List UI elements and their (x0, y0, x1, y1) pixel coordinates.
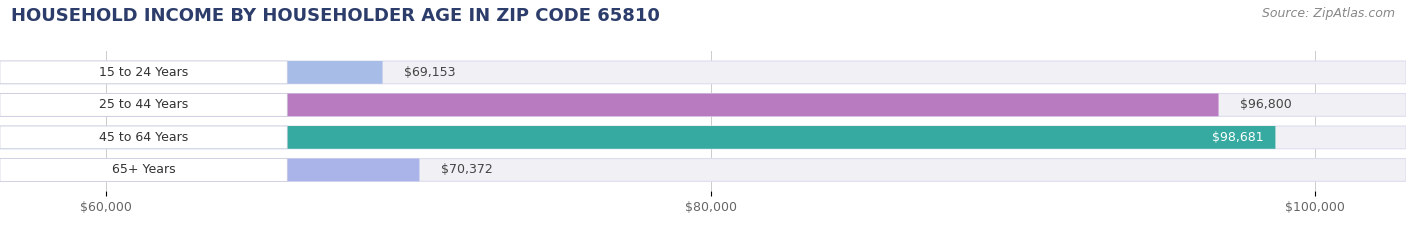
FancyBboxPatch shape (0, 126, 1275, 149)
FancyBboxPatch shape (0, 61, 382, 84)
FancyBboxPatch shape (0, 93, 1219, 116)
Text: $69,153: $69,153 (404, 66, 456, 79)
Text: $96,800: $96,800 (1240, 98, 1292, 111)
FancyBboxPatch shape (0, 93, 287, 116)
FancyBboxPatch shape (0, 93, 1406, 116)
FancyBboxPatch shape (0, 158, 287, 181)
Text: Source: ZipAtlas.com: Source: ZipAtlas.com (1261, 7, 1395, 20)
FancyBboxPatch shape (0, 126, 1406, 149)
Text: 25 to 44 Years: 25 to 44 Years (98, 98, 188, 111)
FancyBboxPatch shape (0, 158, 419, 181)
Text: 45 to 64 Years: 45 to 64 Years (98, 131, 188, 144)
FancyBboxPatch shape (0, 61, 287, 84)
FancyBboxPatch shape (0, 126, 287, 149)
FancyBboxPatch shape (0, 158, 1406, 181)
Text: $98,681: $98,681 (1212, 131, 1264, 144)
FancyBboxPatch shape (0, 61, 1406, 84)
Text: $70,372: $70,372 (440, 163, 492, 176)
Text: 65+ Years: 65+ Years (112, 163, 176, 176)
Text: HOUSEHOLD INCOME BY HOUSEHOLDER AGE IN ZIP CODE 65810: HOUSEHOLD INCOME BY HOUSEHOLDER AGE IN Z… (11, 7, 661, 25)
Text: 15 to 24 Years: 15 to 24 Years (98, 66, 188, 79)
